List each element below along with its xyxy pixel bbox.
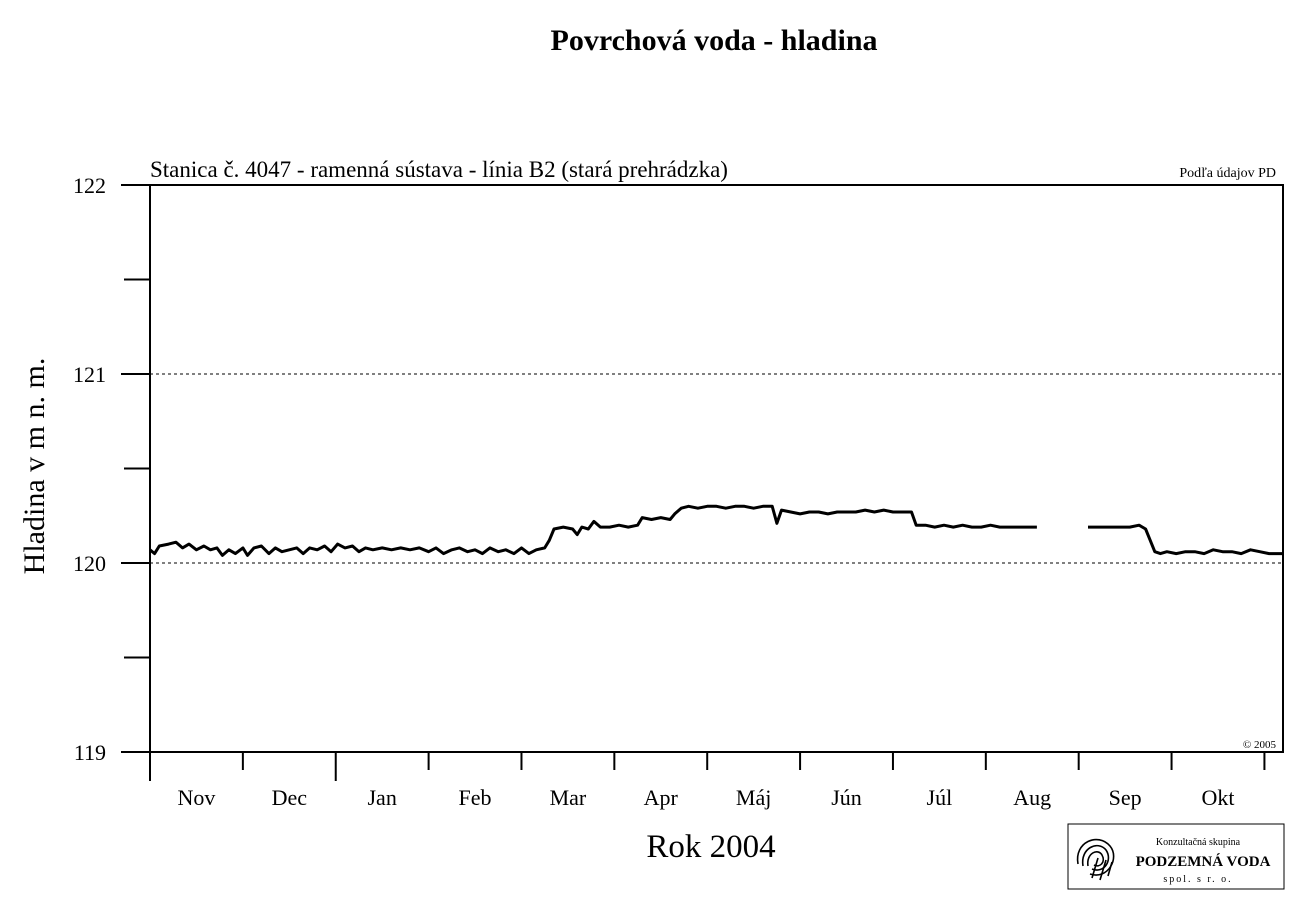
data-series [149,504,1283,557]
logo-frame [1067,823,1285,890]
x-tick-label: Aug [1013,785,1051,810]
x-axis: Nov Dec Jan Feb Mar Apr Máj Jún Júl Aug Sep Okt [149,752,1266,810]
plot-frame [149,184,1284,753]
y-tick-label: 119 [74,740,106,765]
chart-subtitle: Stanica č. 4047 - ramenná sústava - líni… [150,157,728,182]
logo-line-3: spol. s r. o. [1163,874,1232,885]
x-tick-label: Nov [177,785,215,810]
y-axis-label: Hladina v m n. m. [18,358,51,575]
x-axis-label: Rok 2004 [646,829,775,865]
x-tick-label: Feb [459,785,492,810]
x-tick-label: Máj [736,785,771,810]
x-tick-label: Apr [644,785,679,810]
series-line-segment [149,504,1037,557]
y-tick-label: 121 [73,362,106,387]
grid-lines [150,373,1283,564]
y-axis: 119 120 121 122 [73,173,150,765]
x-tick-label: Okt [1201,785,1234,810]
source-note: Podľa údajov PD [1179,166,1276,181]
y-tick-label: 120 [73,551,106,576]
x-tick-label: Júl [927,785,953,810]
x-tick-label: Mar [550,785,587,810]
x-tick-label: Dec [272,785,308,810]
logo-line-2: PODZEMNÁ VODA [1136,853,1271,870]
series-line-segment [1088,523,1283,556]
company-logo: Konzultačná skupina PODZEMNÁ VODA spol. … [1067,823,1285,890]
logo-line-1: Konzultačná skupina [1156,837,1241,848]
x-tick-label: Jan [368,785,397,810]
x-tick-label: Jún [831,785,862,810]
logo-swirl-icon [1076,838,1115,881]
copyright-note: © 2005 [1243,739,1277,751]
x-tick-label: Sep [1109,785,1142,810]
y-tick-label: 122 [73,173,106,198]
chart-title: Povrchová voda - hladina [551,24,878,57]
